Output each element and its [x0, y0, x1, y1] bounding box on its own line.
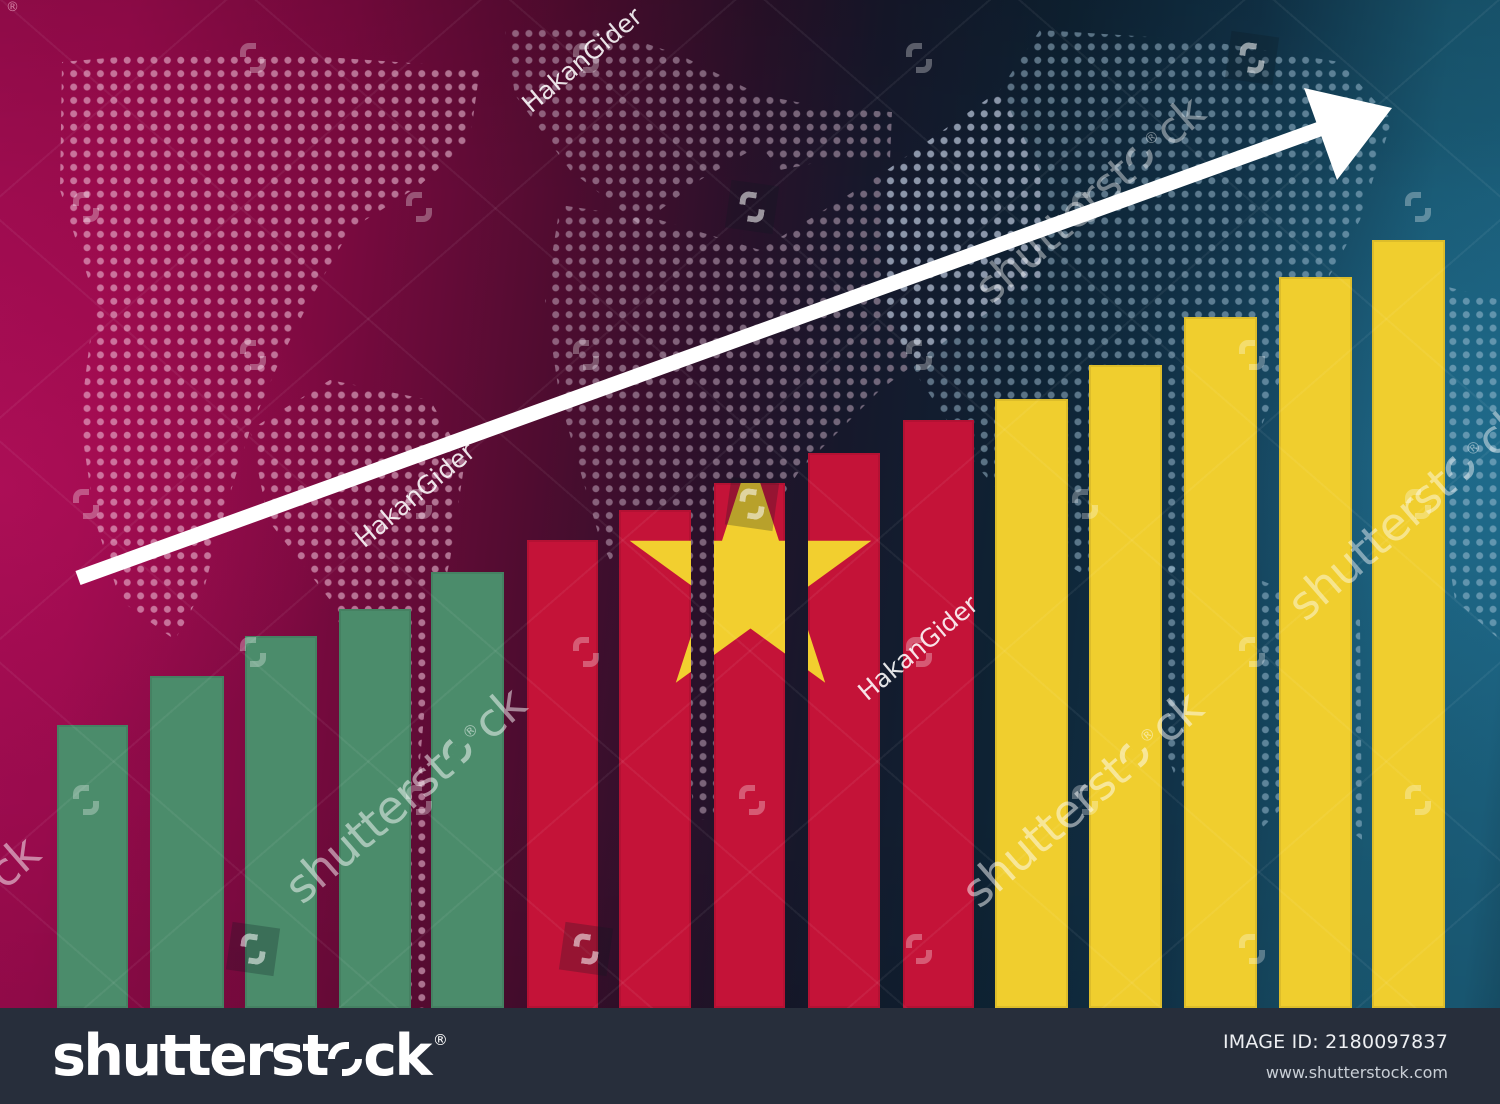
shutterstock-s-icon — [73, 191, 99, 223]
bar-1-green — [57, 725, 128, 1008]
bar-10-red — [903, 420, 974, 1008]
bar-7-red — [619, 510, 691, 1008]
shutterstock-s-icon — [1072, 191, 1098, 223]
shutterstock-s-icon — [1239, 933, 1265, 965]
shutterstock-s-icon — [573, 339, 599, 371]
shutterstock-s-square-icon — [724, 179, 780, 235]
shutterstock-s-icon — [737, 189, 767, 225]
bar-6-red — [527, 540, 598, 1008]
registered-mark: ® — [432, 1031, 448, 1049]
shutterstock-s-icon — [737, 486, 767, 522]
shutterstock-s-icon — [906, 933, 932, 965]
shutterstock-s-icon — [571, 931, 601, 967]
shutterstock-s-icon — [739, 784, 765, 816]
footer-bar: shutterst ck ® IMAGE ID: 2180097837 www.… — [0, 1008, 1500, 1104]
bar-15-yellow — [1372, 240, 1445, 1008]
shutterstock-s-icon — [573, 636, 599, 668]
shutterstock-s-icon — [406, 784, 432, 816]
shutterstock-s-icon — [906, 339, 932, 371]
shutterstock-s-icon — [573, 42, 599, 74]
shutterstock-s-square-icon — [724, 476, 780, 532]
bar-4-green — [339, 609, 411, 1008]
shutterstock-s-icon — [1072, 784, 1098, 816]
shutterstock-logo: shutterst ck ® — [52, 1023, 448, 1089]
image-id-value: 2180097837 — [1325, 1030, 1448, 1053]
shutterstock-s-icon — [1072, 488, 1098, 520]
logo-text-pre: shutterst — [52, 1023, 330, 1089]
shutterstock-s-icon — [406, 191, 432, 223]
shutterstock-s-icon — [1405, 488, 1431, 520]
shutterstock-s-icon — [73, 488, 99, 520]
shutterstock-s-icon — [73, 784, 99, 816]
shutterstock-o-icon — [328, 1041, 363, 1077]
shutterstock-s-icon — [406, 488, 432, 520]
image-id-label: IMAGE ID: — [1222, 1030, 1319, 1053]
bar-12-yellow — [1089, 365, 1162, 1008]
shutterstock-s-icon — [1405, 784, 1431, 816]
logo-text-post: ck — [363, 1023, 432, 1089]
shutterstock-s-icon — [240, 42, 266, 74]
website-url: www.shutterstock.com — [1265, 1062, 1448, 1082]
bar-13-yellow — [1184, 317, 1257, 1008]
bar-3-green — [245, 636, 317, 1008]
shutterstock-s-square-icon — [558, 921, 614, 977]
shutterstock-s-icon — [1239, 636, 1265, 668]
shutterstock-s-square-icon — [225, 921, 281, 977]
shutterstock-s-square-icon — [1224, 30, 1280, 86]
bar-14-yellow — [1279, 277, 1352, 1008]
image-id: IMAGE ID: 2180097837 — [1223, 1031, 1448, 1053]
shutterstock-s-icon — [1237, 40, 1267, 76]
shutterstock-s-icon — [238, 931, 268, 967]
bar-5-green — [431, 572, 504, 1008]
shutterstock-s-icon — [240, 339, 266, 371]
footer-meta: IMAGE ID: 2180097837 www.shutterstock.co… — [1223, 1031, 1448, 1082]
shutterstock-s-icon — [906, 42, 932, 74]
shutterstock-s-icon — [1239, 339, 1265, 371]
bar-11-yellow — [995, 399, 1068, 1008]
registered-mark-fragment: ® — [6, 0, 19, 15]
shutterstock-s-icon — [906, 636, 932, 668]
shutterstock-s-icon — [240, 636, 266, 668]
bar-2-green — [150, 676, 224, 1008]
shutterstock-s-icon — [1405, 191, 1431, 223]
